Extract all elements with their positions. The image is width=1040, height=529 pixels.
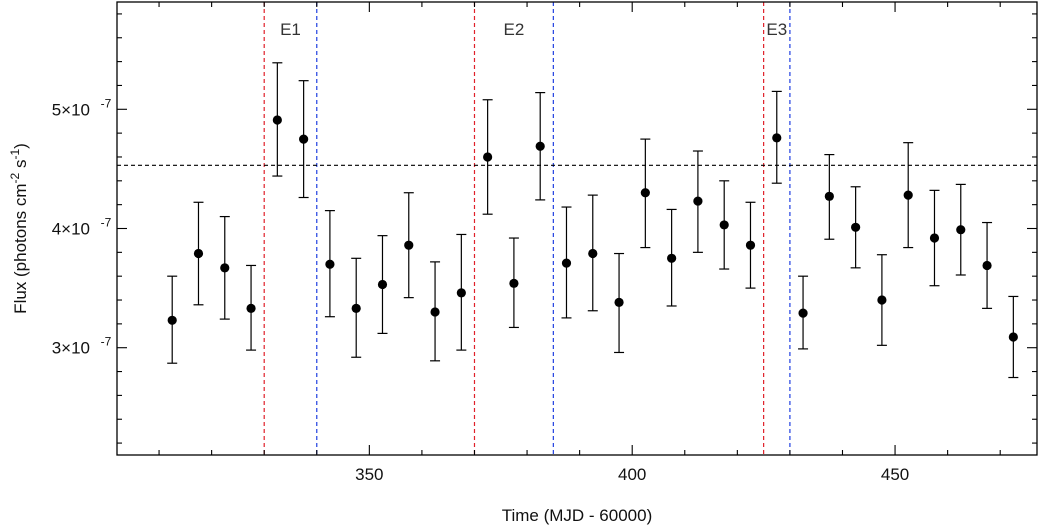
data-point bbox=[851, 222, 861, 232]
data-point bbox=[614, 297, 624, 308]
data-point bbox=[299, 134, 309, 144]
plot-frame bbox=[116, 1, 1038, 456]
data-point bbox=[588, 248, 598, 259]
y-tick-label-exponent: -7 bbox=[101, 335, 112, 349]
data-point bbox=[377, 279, 388, 290]
data-point bbox=[220, 263, 230, 273]
x-axis-title: Time (MJD - 60000) bbox=[502, 506, 653, 525]
data-point bbox=[772, 133, 782, 143]
data-point bbox=[272, 115, 282, 125]
data-point bbox=[640, 188, 650, 198]
y-axis-title-part: Flux (photons cm bbox=[11, 183, 30, 313]
data-point bbox=[483, 152, 493, 162]
y-tick-label-exponent: -7 bbox=[101, 216, 112, 230]
data-point bbox=[798, 308, 808, 318]
data-point bbox=[745, 240, 756, 250]
y-tick-label-mantissa: 4×10 bbox=[52, 220, 90, 239]
data-point bbox=[877, 295, 887, 305]
data-point bbox=[1008, 332, 1018, 342]
data-point bbox=[193, 248, 204, 259]
event-lines bbox=[263, 2, 791, 455]
data-point bbox=[903, 190, 913, 200]
data-point bbox=[167, 315, 177, 325]
x-tick-label: 350 bbox=[355, 465, 383, 484]
y-tick-label: 5×10 -7 bbox=[52, 96, 112, 119]
y-axis-title-part: s bbox=[11, 160, 30, 173]
data-point bbox=[956, 225, 966, 235]
event-label: E2 bbox=[504, 20, 525, 39]
x-tick-labels: 350 400 450 bbox=[355, 465, 909, 484]
x-tick-label: 450 bbox=[881, 465, 909, 484]
data-point bbox=[719, 220, 729, 230]
event-label: E3 bbox=[766, 20, 787, 39]
x-tick-label: 400 bbox=[618, 465, 646, 484]
data-point bbox=[509, 278, 519, 288]
data-point bbox=[246, 303, 256, 313]
y-tick-label-mantissa: 5×10 bbox=[52, 100, 90, 119]
y-tick-label: 4×10 -7 bbox=[52, 216, 112, 239]
data-point bbox=[325, 259, 335, 269]
data-points bbox=[167, 115, 1018, 342]
event-labels: E1 E2 E3 bbox=[280, 20, 787, 39]
data-point bbox=[667, 253, 677, 263]
data-point bbox=[982, 260, 992, 271]
data-point bbox=[430, 307, 440, 317]
data-point bbox=[561, 258, 572, 268]
data-point bbox=[404, 240, 414, 250]
data-point bbox=[351, 303, 361, 313]
data-point bbox=[824, 191, 834, 201]
y-axis-title: Flux (photons cm-2 s-1) bbox=[8, 143, 30, 314]
data-point bbox=[535, 141, 545, 151]
y-axis-title-superscript: -1 bbox=[8, 149, 22, 160]
axis-ticks bbox=[117, 2, 1037, 455]
y-tick-label: 3×10 -7 bbox=[52, 335, 112, 358]
y-tick-label-mantissa: 3×10 bbox=[52, 339, 90, 358]
data-point bbox=[929, 233, 940, 243]
event-label: E1 bbox=[280, 20, 301, 39]
y-tick-label-exponent: -7 bbox=[101, 96, 112, 110]
y-tick-labels: 3×10 -7 4×10 -7 5×10 -7 bbox=[52, 96, 112, 357]
y-axis-title-superscript: -2 bbox=[8, 172, 22, 183]
data-point bbox=[693, 196, 703, 206]
data-point bbox=[456, 288, 466, 298]
y-axis-title-part: ) bbox=[11, 143, 30, 149]
